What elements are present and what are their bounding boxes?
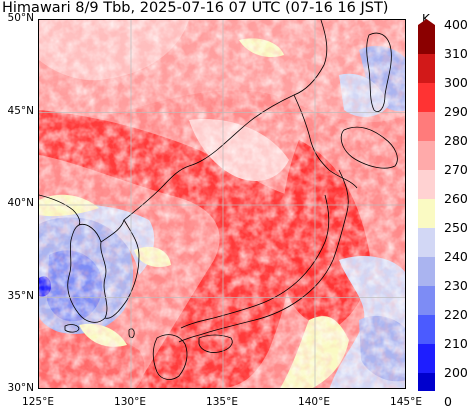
colorbar-tick-label: 0	[444, 394, 452, 409]
colorbar-band	[418, 285, 435, 316]
coastlines	[39, 20, 398, 380]
colorbar-tick-label: 210	[444, 336, 468, 351]
colorbar-band	[418, 198, 435, 229]
colorbar-tick-label: 280	[444, 133, 468, 148]
colorbar-tick-label: 270	[444, 162, 468, 177]
colorbar-band	[418, 343, 435, 374]
coastline-jeju	[64, 324, 80, 333]
colorbar-tick-label: 240	[444, 249, 468, 264]
coastline-korea	[67, 223, 108, 323]
colorbar	[418, 19, 435, 391]
coastline-kyushu	[152, 334, 188, 380]
colorbar-band	[418, 256, 435, 287]
coastline-hokkaido	[340, 126, 398, 169]
colorbar-band	[418, 82, 435, 113]
coastline-siberia	[293, 94, 358, 189]
longitude-tick-label: 145°E	[390, 396, 422, 408]
latitude-tick-label: 40°N	[7, 197, 34, 209]
colorbar-tick-label: 300	[444, 75, 468, 90]
colorbar-tick-label: 230	[444, 278, 468, 293]
gridlines	[39, 20, 405, 388]
colorbar-band	[418, 169, 435, 200]
satellite-map	[38, 19, 406, 389]
coastline-sakhalin	[366, 32, 392, 112]
latitude-tick-label: 35°N	[7, 289, 34, 302]
colorbar-tick-label: 290	[444, 104, 468, 119]
latitude-tick-label: 45°N	[7, 104, 34, 117]
colorbar-band	[418, 227, 435, 258]
colorbar-band	[418, 25, 435, 54]
colorbar-band	[418, 372, 435, 391]
colorbar-tick-label: 220	[444, 307, 468, 322]
coastline-shikoku	[198, 334, 233, 353]
longitude-tick-label: 125°E	[22, 396, 54, 408]
colorbar-band	[418, 140, 435, 171]
colorbar-tick-label: 310	[444, 46, 468, 61]
coastline-yellow-sea	[39, 194, 81, 226]
colorbar-unit: K	[422, 12, 430, 26]
coastline-honshu	[178, 169, 349, 343]
colorbar-tick-label: 260	[444, 191, 468, 206]
brightness-temperature-image	[39, 20, 405, 388]
coastline-honshu-south	[180, 194, 330, 329]
colorbar-band	[418, 111, 435, 142]
cloud-texture-2	[39, 20, 405, 388]
map-title: Himawari 8/9 Tbb, 2025-07-16 07 UTC (07-…	[2, 0, 389, 16]
colorbar-band	[418, 53, 435, 84]
colorbar-tick-label: 250	[444, 220, 468, 235]
colorbar-band	[418, 314, 435, 345]
coastline-tsushima	[128, 328, 135, 338]
latitude-tick-label: 50°N	[7, 12, 34, 24]
colorbar-over-extension	[418, 19, 435, 25]
colorbar-tick-label: 400	[444, 17, 468, 32]
longitude-tick-label: 135°E	[206, 396, 238, 408]
longitude-tick-label: 130°E	[114, 396, 146, 408]
colorbar-tick-label: 200	[444, 365, 468, 380]
coastline-korea-east	[100, 219, 140, 319]
latitude-tick-label: 30°N	[7, 382, 34, 394]
longitude-tick-label: 140°E	[298, 396, 330, 408]
coastline-manchuria	[123, 20, 328, 221]
